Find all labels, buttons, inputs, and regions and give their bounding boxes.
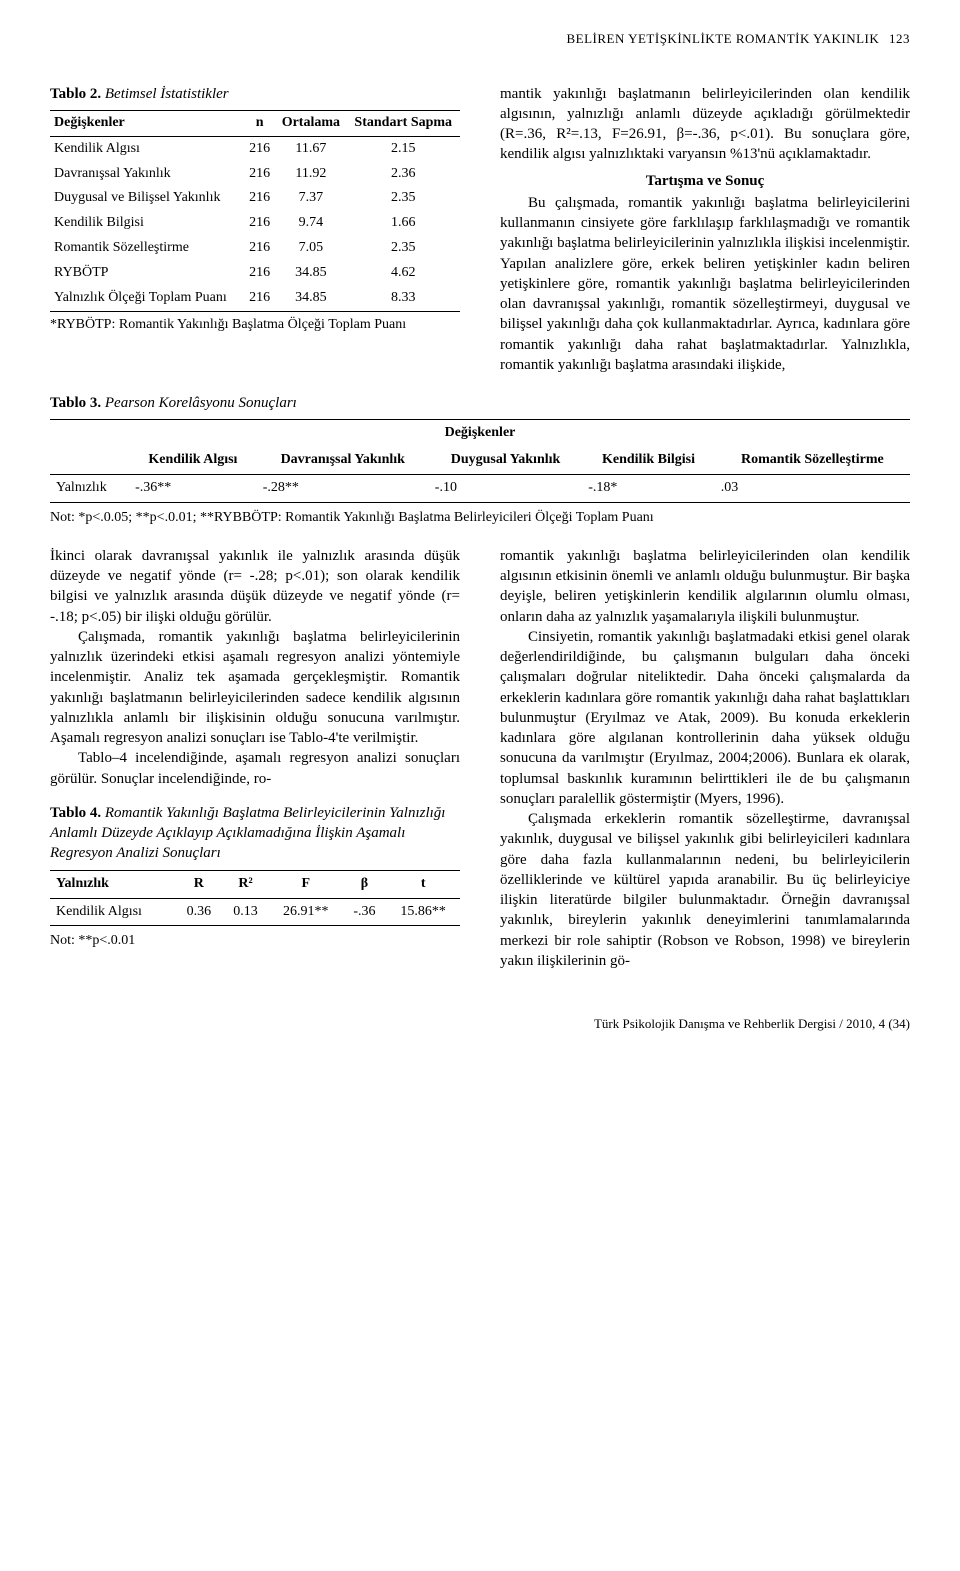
table4-h4: F (269, 870, 343, 898)
table4-h3: R² (222, 870, 269, 898)
table3-h2: Davranışsal Yakınlık (257, 447, 429, 474)
upper-columns: Tablo 2. Betimsel İstatistikler Değişken… (50, 84, 910, 376)
table3-caption: Tablo 3. Pearson Korelâsyonu Sonuçları (50, 393, 910, 413)
lower-right-column: romantik yakınlığı başlatma belirleyicil… (500, 546, 910, 971)
table3-header-row: Kendilik Algısı Davranışsal Yakınlık Duy… (50, 447, 910, 474)
table2-caption: Tablo 2. Betimsel İstatistikler (50, 84, 460, 104)
table4-h6: t (386, 870, 460, 898)
page-number: 123 (889, 31, 910, 46)
body-paragraph: romantik yakınlığı başlatma belirleyicil… (500, 546, 910, 627)
table2-caption-bold: Tablo 2. (50, 86, 101, 102)
table4-caption-bold: Tablo 4. (50, 805, 101, 821)
table3-group-header-row: Değişkenler (50, 420, 910, 447)
table3-rowlabel: Yalnızlık (50, 475, 129, 503)
table2-footnote: *RYBÖTP: Romantik Yakınlığı Başlatma Ölç… (50, 316, 460, 335)
body-paragraph: Çalışmada erkeklerin romantik sözelleşti… (500, 809, 910, 971)
table4-caption: Tablo 4. Romantik Yakınlığı Başlatma Bel… (50, 803, 460, 864)
table2-h2: n (244, 110, 275, 136)
left-column: Tablo 2. Betimsel İstatistikler Değişken… (50, 84, 460, 376)
table2-h1: Değişkenler (50, 110, 244, 136)
table3: Değişkenler Kendilik Algısı Davranışsal … (50, 419, 910, 503)
table4-caption-ital: Romantik Yakınlığı Başlatma Belirleyicil… (50, 805, 445, 862)
table4-section: Tablo 4. Romantik Yakınlığı Başlatma Bel… (50, 803, 460, 951)
table2-h3: Ortalama (275, 110, 346, 136)
table4-h5: β (343, 870, 387, 898)
body-paragraph: Tablo–4 incelendiğinde, aşamalı regresyo… (50, 748, 460, 789)
table2-h4: Standart Sapma (346, 110, 460, 136)
journal-footer: Türk Psikolojik Danışma ve Rehberlik Der… (50, 1015, 910, 1033)
body-paragraph: Çalışmada, romantik yakınlığı başlatma b… (50, 627, 460, 749)
table2-caption-ital: Betimsel İstatistikler (105, 86, 229, 102)
table3-caption-bold: Tablo 3. (50, 395, 101, 411)
body-paragraph: Bu çalışmada, romantik yakınlığı başlatm… (500, 193, 910, 375)
body-paragraph: mantik yakınlığı başlatmanın belirleyici… (500, 84, 910, 165)
lower-columns: İkinci olarak davranışsal yakınlık ile y… (50, 546, 910, 971)
table-row: Yalnızlık Ölçeği Toplam Puanı21634.858.3… (50, 286, 460, 311)
table2-header-row: Değişkenler n Ortalama Standart Sapma (50, 110, 460, 136)
table3-h5: Romantik Sözelleştirme (715, 447, 910, 474)
lower-left-column: İkinci olarak davranışsal yakınlık ile y… (50, 546, 460, 971)
table-row: Romantik Sözelleştirme2167.052.35 (50, 236, 460, 261)
table-row: Kendilik Algısı21611.672.15 (50, 136, 460, 161)
right-column: mantik yakınlığı başlatmanın belirleyici… (500, 84, 910, 376)
table-row: Kendilik Bilgisi2169.741.66 (50, 211, 460, 236)
table-row: Yalnızlık -.36** -.28** -.10 -.18* .03 (50, 475, 910, 503)
table4-header-row: Yalnızlık R R² F β t (50, 870, 460, 898)
table4: Yalnızlık R R² F β t Kendilik Algısı 0.3… (50, 870, 460, 927)
section-title: Tartışma ve Sonuç (500, 171, 910, 191)
table3-h4: Kendilik Bilgisi (582, 447, 714, 474)
table3-group-header: Değişkenler (50, 420, 910, 447)
table3-h3: Duygusal Yakınlık (429, 447, 582, 474)
body-paragraph: İkinci olarak davranışsal yakınlık ile y… (50, 546, 460, 627)
table4-rowlabel: Kendilik Algısı (50, 898, 175, 926)
table-row: RYBÖTP21634.854.62 (50, 261, 460, 286)
table-row: Kendilik Algısı 0.36 0.13 26.91** -.36 1… (50, 898, 460, 926)
running-head: BELİREN YETİŞKİNLİKTE ROMANTİK YAKINLIK … (50, 30, 910, 48)
table-row: Davranışsal Yakınlık21611.922.36 (50, 162, 460, 187)
table4-footnote: Not: **p<.0.01 (50, 932, 460, 951)
table3-caption-ital: Pearson Korelâsyonu Sonuçları (105, 395, 297, 411)
table4-h1: Yalnızlık (50, 870, 175, 898)
table3-h1: Kendilik Algısı (129, 447, 257, 474)
table-row: Duygusal ve Bilişsel Yakınlık2167.372.35 (50, 186, 460, 211)
table3-footnote: Not: *p<.0.05; **p<.0.01; **RYBBÖTP: Rom… (50, 509, 910, 528)
table4-h2: R (175, 870, 222, 898)
table3-section: Tablo 3. Pearson Korelâsyonu Sonuçları D… (50, 393, 910, 528)
body-paragraph: Cinsiyetin, romantik yakınlığı başlatmad… (500, 627, 910, 809)
table2: Değişkenler n Ortalama Standart Sapma Ke… (50, 110, 460, 312)
running-title: BELİREN YETİŞKİNLİKTE ROMANTİK YAKINLIK (566, 31, 879, 46)
table3-h0 (50, 447, 129, 474)
